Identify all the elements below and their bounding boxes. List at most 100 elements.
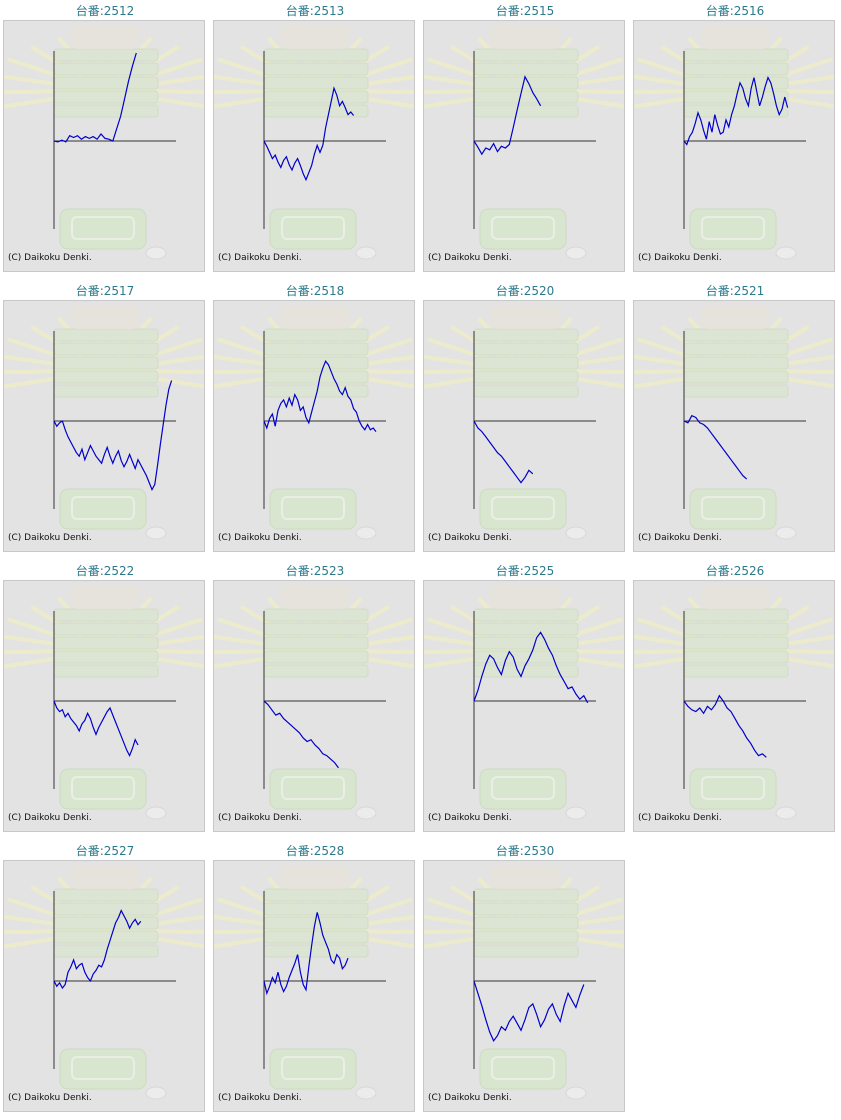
chart-panel: (C) Daikoku Denki. (3, 580, 205, 832)
chart-panel: (C) Daikoku Denki. (3, 20, 205, 272)
chart-cell: 台番:2516 (C) Daikoku Denki. (630, 0, 840, 280)
chart-cell: 台番:2528 (C) Daikoku Denki. (210, 840, 420, 1120)
background-art (4, 865, 204, 1100)
chart-title[interactable]: 台番:2525 (495, 564, 555, 578)
data-line (473, 420, 534, 484)
chart-cell: 台番:2515 (C) Daikoku Denki. (420, 0, 630, 280)
copyright-text: (C) Daikoku Denki. (428, 1093, 512, 1103)
chart-svg (424, 585, 624, 820)
background-art (634, 585, 834, 820)
chart-cell: 台番:2520 (C) Daikoku Denki. (420, 280, 630, 560)
background-art (634, 25, 834, 260)
chart-title[interactable]: 台番:2528 (285, 844, 345, 858)
chart-svg (214, 305, 414, 540)
copyright-text: (C) Daikoku Denki. (428, 253, 512, 263)
chart-title[interactable]: 台番:2521 (705, 284, 765, 298)
background-art (214, 865, 414, 1100)
data-line (473, 631, 589, 704)
chart-panel: (C) Daikoku Denki. (213, 860, 415, 1112)
background-art (4, 25, 204, 260)
chart-cell: 台番:2530 (C) Daikoku Denki. (420, 840, 630, 1120)
data-line (53, 52, 137, 143)
copyright-text: (C) Daikoku Denki. (638, 813, 722, 823)
chart-cell: 台番:2518 (C) Daikoku Denki. (210, 280, 420, 560)
chart-cell: 台番:2512 (C) Daikoku Denki. (0, 0, 210, 280)
data-line (53, 700, 139, 758)
chart-title[interactable]: 台番:2515 (495, 4, 555, 18)
chart-svg (4, 305, 204, 540)
chart-cell: 台番:2527 (C) Daikoku Denki. (0, 840, 210, 1120)
chart-panel: (C) Daikoku Denki. (3, 860, 205, 1112)
chart-title[interactable]: 台番:2512 (75, 4, 135, 18)
background-art (424, 865, 624, 1100)
chart-cell: 台番:2517 (C) Daikoku Denki. (0, 280, 210, 560)
chart-svg (214, 585, 414, 820)
chart-title[interactable]: 台番:2527 (75, 844, 135, 858)
data-line (263, 360, 377, 432)
background-art (424, 585, 624, 820)
data-line (473, 980, 585, 1042)
chart-title[interactable]: 台番:2513 (285, 4, 345, 18)
chart-panel: (C) Daikoku Denki. (633, 580, 835, 832)
chart-cell: 台番:2523 (C) Daikoku Denki. (210, 560, 420, 840)
background-art (4, 305, 204, 540)
chart-title[interactable]: 台番:2518 (285, 284, 345, 298)
chart-panel: (C) Daikoku Denki. (633, 20, 835, 272)
chart-title[interactable]: 台番:2530 (495, 844, 555, 858)
background-art (214, 585, 414, 820)
chart-svg (4, 865, 204, 1100)
chart-title[interactable]: 台番:2520 (495, 284, 555, 298)
copyright-text: (C) Daikoku Denki. (638, 533, 722, 543)
copyright-text: (C) Daikoku Denki. (428, 533, 512, 543)
data-line (683, 76, 789, 146)
chart-panel: (C) Daikoku Denki. (423, 860, 625, 1112)
copyright-text: (C) Daikoku Denki. (8, 253, 92, 263)
chart-svg (4, 25, 204, 260)
copyright-text: (C) Daikoku Denki. (218, 813, 302, 823)
background-art (424, 305, 624, 540)
data-line (473, 75, 542, 156)
copyright-text: (C) Daikoku Denki. (8, 533, 92, 543)
chart-title[interactable]: 台番:2522 (75, 564, 135, 578)
data-line (683, 694, 767, 758)
chart-panel: (C) Daikoku Denki. (213, 300, 415, 552)
chart-cell: 台番:2513 (C) Daikoku Denki. (210, 0, 420, 280)
chart-panel: (C) Daikoku Denki. (423, 300, 625, 552)
chart-svg (634, 25, 834, 260)
copyright-text: (C) Daikoku Denki. (218, 533, 302, 543)
copyright-text: (C) Daikoku Denki. (638, 253, 722, 263)
chart-cell: 台番:2526 (C) Daikoku Denki. (630, 560, 840, 840)
chart-svg (214, 25, 414, 260)
chart-panel: (C) Daikoku Denki. (213, 580, 415, 832)
chart-title[interactable]: 台番:2517 (75, 284, 135, 298)
chart-svg (424, 305, 624, 540)
background-art (214, 305, 414, 540)
chart-title[interactable]: 台番:2523 (285, 564, 345, 578)
background-art (4, 585, 204, 820)
chart-svg (424, 865, 624, 1100)
chart-svg (634, 585, 834, 820)
chart-panel: (C) Daikoku Denki. (423, 20, 625, 272)
chart-cell: 台番:2522 (C) Daikoku Denki. (0, 560, 210, 840)
chart-panel: (C) Daikoku Denki. (213, 20, 415, 272)
data-line (263, 86, 355, 182)
chart-svg (424, 25, 624, 260)
copyright-text: (C) Daikoku Denki. (428, 813, 512, 823)
copyright-text: (C) Daikoku Denki. (218, 1093, 302, 1103)
data-line (53, 380, 173, 492)
copyright-text: (C) Daikoku Denki. (8, 1093, 92, 1103)
data-line (263, 912, 349, 996)
chart-svg (214, 865, 414, 1100)
chart-panel: (C) Daikoku Denki. (3, 300, 205, 552)
chart-cell: 台番:2525 (C) Daikoku Denki. (420, 560, 630, 840)
chart-title[interactable]: 台番:2526 (705, 564, 765, 578)
copyright-text: (C) Daikoku Denki. (218, 253, 302, 263)
chart-title[interactable]: 台番:2516 (705, 4, 765, 18)
background-art (214, 25, 414, 260)
background-art (424, 25, 624, 260)
chart-cell: 台番:2521 (C) Daikoku Denki. (630, 280, 840, 560)
chart-panel: (C) Daikoku Denki. (633, 300, 835, 552)
chart-svg (4, 585, 204, 820)
chart-svg (634, 305, 834, 540)
